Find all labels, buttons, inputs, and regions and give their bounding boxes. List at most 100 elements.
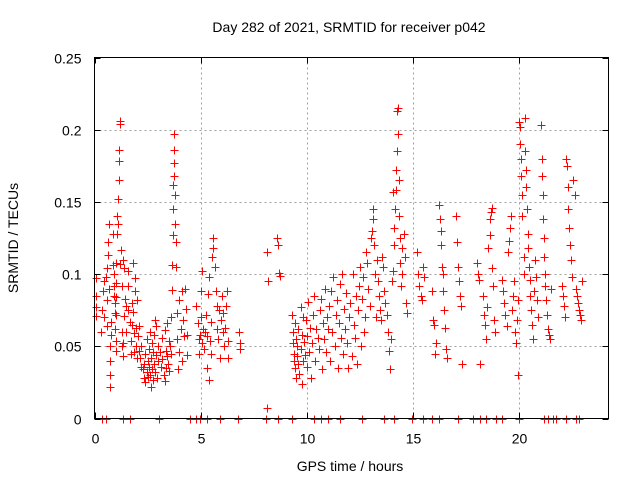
data-point — [156, 348, 165, 357]
data-point — [131, 274, 140, 283]
data-point — [353, 360, 362, 369]
data-point — [491, 328, 500, 337]
data-point — [114, 195, 123, 204]
zero-data-point — [336, 415, 345, 424]
data-point — [151, 316, 160, 325]
data-point — [343, 339, 352, 348]
data-point — [144, 373, 153, 382]
data-point — [320, 335, 329, 344]
data-point — [326, 357, 335, 366]
zero-data-point — [419, 415, 428, 424]
data-point — [220, 342, 229, 351]
data-point — [222, 302, 231, 311]
data-point — [136, 354, 145, 363]
data-point — [374, 277, 383, 286]
data-point — [307, 374, 316, 383]
data-point — [128, 299, 137, 308]
data-point — [352, 292, 361, 301]
data-point — [514, 296, 523, 305]
data-point — [419, 263, 428, 272]
data-point — [443, 354, 452, 363]
data-point — [168, 286, 177, 295]
data-point — [566, 241, 575, 250]
data-point — [391, 205, 400, 214]
data-point — [429, 316, 438, 325]
data-point — [192, 302, 201, 311]
data-point — [178, 357, 187, 366]
data-point — [457, 302, 466, 311]
data-point — [111, 299, 120, 308]
zero-data-point — [552, 415, 561, 424]
data-point — [488, 264, 497, 273]
data-point — [344, 364, 353, 373]
data-point — [310, 292, 319, 301]
data-point — [541, 282, 550, 291]
data-point — [158, 334, 167, 343]
data-point — [177, 325, 186, 334]
data-point — [389, 267, 398, 276]
data-point — [103, 264, 112, 273]
data-point — [456, 292, 465, 301]
data-point — [400, 230, 409, 239]
data-point — [541, 270, 550, 279]
data-point — [99, 287, 108, 296]
data-point — [510, 277, 519, 286]
data-point — [294, 325, 303, 334]
data-point — [435, 201, 444, 210]
data-point — [197, 287, 206, 296]
data-point — [371, 270, 380, 279]
data-point — [112, 337, 121, 346]
data-point — [516, 140, 525, 149]
data-point — [219, 328, 228, 337]
data-point — [293, 352, 302, 361]
data-point — [375, 292, 384, 301]
data-point — [334, 364, 343, 373]
data-point — [539, 215, 548, 224]
data-point — [350, 321, 359, 330]
data-point — [134, 332, 143, 341]
data-point — [92, 292, 101, 301]
data-point — [401, 253, 410, 262]
data-point — [263, 404, 272, 413]
data-point — [339, 350, 348, 359]
data-point — [507, 212, 516, 221]
data-point — [511, 328, 520, 337]
data-point — [543, 311, 552, 320]
zero-data-point — [310, 415, 319, 424]
data-point — [362, 248, 371, 257]
data-point — [386, 365, 395, 374]
data-point — [112, 311, 121, 320]
data-point — [164, 360, 173, 369]
data-point — [172, 263, 181, 272]
data-point — [295, 370, 304, 379]
data-point — [114, 220, 123, 229]
data-point — [402, 299, 411, 308]
data-point — [224, 354, 233, 363]
data-point — [439, 287, 448, 296]
data-point — [392, 186, 401, 195]
data-point — [436, 215, 445, 224]
data-point — [361, 313, 370, 322]
data-point — [163, 352, 172, 361]
data-point — [305, 348, 314, 357]
data-point — [311, 357, 320, 366]
data-point — [141, 350, 150, 359]
zero-data-point — [317, 415, 326, 424]
data-point — [562, 155, 571, 164]
data-point — [354, 306, 363, 315]
data-point — [209, 244, 218, 253]
data-point — [306, 324, 315, 333]
data-point — [289, 328, 298, 337]
data-point — [442, 345, 451, 354]
data-point — [110, 292, 119, 301]
zero-data-point — [358, 415, 367, 424]
data-point — [274, 241, 283, 250]
data-point — [534, 313, 543, 322]
data-point — [209, 234, 218, 243]
data-point — [173, 335, 182, 344]
data-point — [569, 176, 578, 185]
data-point — [527, 306, 536, 315]
data-point — [398, 244, 407, 253]
data-point — [356, 263, 365, 272]
data-point — [175, 296, 184, 305]
